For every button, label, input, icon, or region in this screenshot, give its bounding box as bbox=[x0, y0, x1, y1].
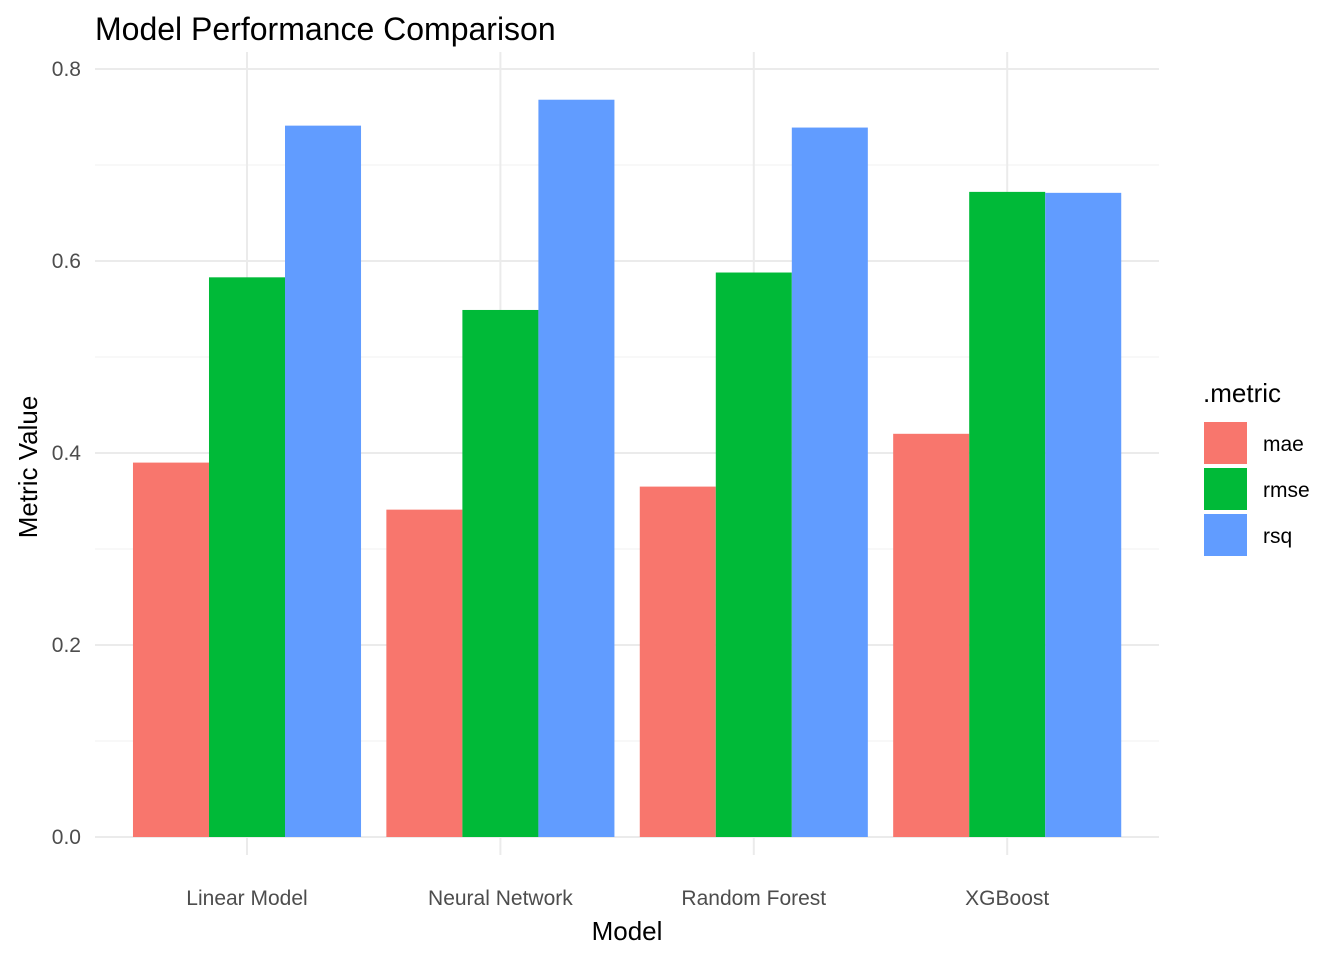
bar-mae-linear-model bbox=[132, 462, 209, 837]
bar-rsq-xgboost bbox=[1045, 192, 1122, 838]
legend: .metric mae rmse rsq bbox=[1203, 378, 1310, 556]
bar-rsq-neural-network bbox=[538, 99, 615, 838]
bar-rsq-random-forest bbox=[791, 127, 868, 837]
bar-mae-random-forest bbox=[639, 486, 716, 837]
legend-label-rsq: rsq bbox=[1263, 525, 1292, 548]
bar-mae-neural-network bbox=[386, 509, 463, 837]
y-axis-title: Metric Value bbox=[13, 396, 43, 539]
x-tick-label: Linear Model bbox=[186, 887, 307, 910]
bar-mae-xgboost bbox=[893, 433, 970, 837]
legend-title: .metric bbox=[1203, 378, 1281, 408]
y-tick-label: 0.0 bbox=[52, 826, 81, 849]
y-tick-label: 0.2 bbox=[52, 634, 81, 657]
y-tick-label: 0.8 bbox=[52, 58, 81, 81]
y-tick-label: 0.4 bbox=[52, 442, 82, 465]
x-axis-ticks: Linear Model Neural Network Random Forest X… bbox=[186, 887, 1049, 910]
x-tick-label: XGBoost bbox=[965, 887, 1049, 910]
bar-rmse-xgboost bbox=[969, 191, 1046, 837]
chart-title: Model Performance Comparison bbox=[95, 11, 556, 47]
x-axis-title: Model bbox=[592, 916, 663, 946]
legend-label-rmse: rmse bbox=[1263, 479, 1310, 502]
legend-key-rsq bbox=[1204, 514, 1247, 556]
legend-key-mae bbox=[1204, 422, 1247, 464]
x-tick-label: Neural Network bbox=[428, 887, 573, 910]
legend-label-mae: mae bbox=[1263, 433, 1304, 456]
bars bbox=[132, 99, 1122, 838]
legend-key-rmse bbox=[1204, 468, 1247, 510]
bar-rmse-neural-network bbox=[462, 309, 539, 838]
y-tick-label: 0.6 bbox=[52, 250, 81, 273]
y-axis-ticks: 0.0 0.2 0.4 0.6 0.8 bbox=[52, 58, 82, 849]
x-tick-label: Random Forest bbox=[681, 887, 826, 910]
legend-items: mae rmse rsq bbox=[1204, 422, 1310, 556]
bar-rmse-linear-model bbox=[208, 277, 286, 837]
bar-rsq-linear-model bbox=[285, 125, 362, 837]
bar-rmse-random-forest bbox=[715, 272, 792, 837]
